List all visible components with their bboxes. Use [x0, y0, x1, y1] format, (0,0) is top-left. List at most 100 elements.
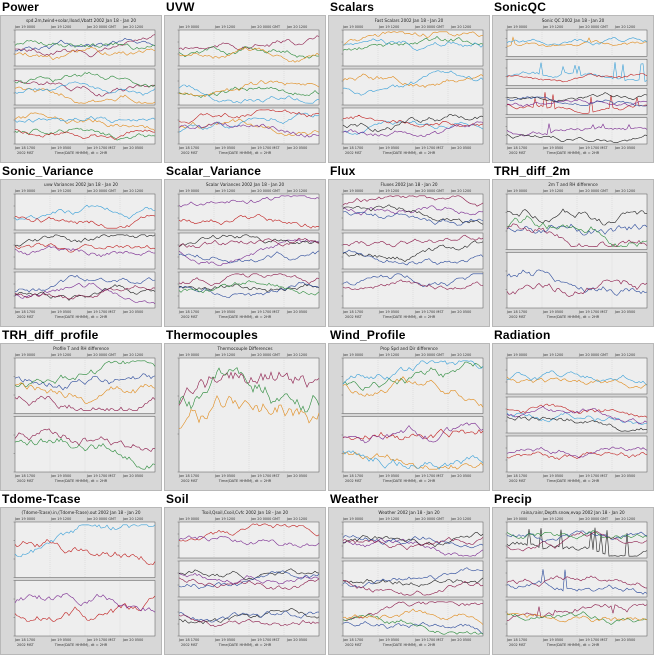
series-line	[342, 535, 484, 549]
series-line	[178, 610, 319, 623]
top-axis-tick-label: Jan 20 0000 GMT	[250, 517, 281, 521]
plot-title: Thermocouple Differences	[216, 346, 272, 351]
plot-title: Fluxes 2002 Jan 18 - Jan 20	[380, 182, 437, 187]
plot-thumbnail[interactable]: uvw Variances 2002 Jan 18 - Jan 20 Jan 19…	[0, 179, 162, 327]
series-line	[342, 204, 484, 225]
year-label: 2002 MST	[181, 315, 199, 319]
panel-title-link[interactable]: Weather	[330, 492, 379, 506]
series-line	[178, 273, 320, 287]
year-label: 2002 MST	[181, 151, 199, 155]
panel-title-link[interactable]: Radiation	[494, 328, 551, 342]
top-axis-tick-label: Jan 20 0000 GMT	[414, 25, 445, 29]
plot-thumbnail[interactable]: Thermocouple Differences Jan 19 0000 Jan 1…	[164, 343, 326, 491]
bottom-axis-tick-label: Jan 18 1700	[342, 146, 363, 150]
panel-title-link[interactable]: UVW	[166, 0, 195, 14]
plot-title: Scalar Variances 2002 Jan 18 - Jan 20	[206, 182, 285, 187]
plot-thumbnail[interactable]: raina,rainr,Depth.snow,evap 2002 Jan 18 …	[492, 507, 654, 655]
panel-thermocouples[interactable]: Thermocouples Thermocouple Differences Jan…	[164, 328, 326, 491]
panel-title-link[interactable]: TRH_diff_2m	[494, 164, 571, 178]
series-line	[506, 603, 648, 621]
top-axis-tick-label: Jan 19 0000	[342, 517, 363, 521]
series-line	[342, 428, 484, 441]
series-line	[342, 205, 483, 216]
plot-image: uvw Variances 2002 Jan 18 - Jan 20 Jan 19…	[13, 182, 156, 319]
series-line	[178, 523, 320, 542]
panel-title-link[interactable]: SonicQC	[494, 0, 547, 14]
series-line	[342, 121, 484, 137]
panel-scalar-variance[interactable]: Scalar_Variance Scalar Variances 2002 Jan…	[164, 164, 326, 327]
plot-thumbnail[interactable]: (Tdome-Tcase).in,(Tdome-Tcase).out 2002 …	[0, 507, 162, 655]
panel-title-link[interactable]: Wind_Profile	[330, 328, 406, 342]
plot-thumbnail[interactable]: Jan 19 0000 Jan 19 1200 Jan 20 0000 GMT Jan…	[164, 15, 326, 163]
year-label: 2002 MST	[17, 151, 35, 155]
top-axis-tick-label: Jan 19 0000	[342, 25, 363, 29]
panel-precip[interactable]: Precip raina,rainr,Depth.snow,evap 2002 J…	[492, 492, 654, 655]
panel-soil[interactable]: Soil Tsoil,Qsoil,Csoil,Cvfc 2002 Jan 18 -…	[164, 492, 326, 655]
x-axis-label: Time(DATE HHMM), dt = 2HR	[546, 315, 600, 319]
panel-title-link[interactable]: Precip	[494, 492, 532, 506]
plot-thumbnail[interactable]: Weather 2002 Jan 18 - Jan 20 Jan 19 0000 J…	[328, 507, 490, 655]
series-line	[342, 451, 484, 470]
plot-thumbnail[interactable]: spd.2m,twind+solar,Iload,Vbatt 2002 Jan …	[0, 15, 162, 163]
panel-trh-diff-profile[interactable]: TRH_diff_profile Profile T and RH differe…	[0, 328, 162, 491]
year-label: 2002 MST	[345, 151, 363, 155]
panel-title-link[interactable]: Soil	[166, 492, 189, 506]
panel-wind-profile[interactable]: Wind_Profile Prop Spd and Dir difference J…	[328, 328, 490, 491]
panel-trh-diff-2m[interactable]: TRH_diff_2m 2m T and RH difference Jan 19 …	[492, 164, 654, 327]
year-label: 2002 MST	[345, 643, 363, 647]
panel-flux[interactable]: Flux Fluxes 2002 Jan 18 - Jan 20 Jan 19 00…	[328, 164, 490, 327]
x-axis-label: Time(DATE HHMM), dt = 2HR	[546, 479, 600, 483]
panel-scalars[interactable]: Scalars Fast Scalars 2002 Jan 18 - Jan 20…	[328, 0, 490, 163]
series-line	[342, 31, 483, 46]
top-axis-tick-label: Jan 20 0000 GMT	[250, 353, 281, 357]
panel-title-link[interactable]: Scalars	[330, 0, 375, 14]
panel-title-link[interactable]: Sonic_Variance	[2, 164, 94, 178]
series-line	[506, 451, 648, 461]
top-axis-tick-label: Jan 19 1200	[378, 25, 399, 29]
year-label: 2002 MST	[17, 479, 35, 483]
panel-title-link[interactable]: Thermocouples	[166, 328, 258, 342]
plot-title: Weather 2002 Jan 18 - Jan 20	[378, 510, 440, 515]
year-label: 2002 MST	[17, 643, 35, 647]
bottom-axis-tick-label: Jan 18 1700	[14, 638, 35, 642]
bottom-axis-tick-label: Jan 20 0500	[450, 474, 471, 478]
plot-thumbnail[interactable]: Tsoil,Qsoil,Csoil,Cvfc 2002 Jan 18 - Jan…	[164, 507, 326, 655]
bottom-axis-tick-label: Jan 19 1700 MST	[86, 474, 116, 478]
bottom-axis-tick-label: Jan 20 0500	[286, 638, 307, 642]
panel-title-link[interactable]: Tdome-Tcase	[2, 492, 81, 506]
plot-thumbnail[interactable]: 2m T and RH difference Jan 19 0000 Jan 19 …	[492, 179, 654, 327]
top-axis-tick-label: Jan 20 1200	[614, 189, 635, 193]
plot-thumbnail[interactable]: Sonic QC 2002 Jan 18 - Jan 20 Jan 19 0000…	[492, 15, 654, 163]
panel-sonicqc[interactable]: SonicQC Sonic QC 2002 Jan 18 - Jan 20 Jan …	[492, 0, 654, 163]
panel-tdome-tcase[interactable]: Tdome-Tcase (Tdome-Tcase).in,(Tdome-Tcase…	[0, 492, 162, 655]
panel-uvw[interactable]: UVW Jan 19 0000 Jan 19 1200 Jan 20 0000 GMT…	[164, 0, 326, 163]
series-line	[14, 538, 156, 565]
x-axis-label: Time(DATE HHMM), dt = 2HR	[382, 315, 436, 319]
panel-title-link[interactable]: Power	[2, 0, 40, 14]
plot-thumbnail[interactable]: Fluxes 2002 Jan 18 - Jan 20 Jan 19 0000 Ja…	[328, 179, 490, 327]
series-line	[14, 282, 156, 305]
panel-power[interactable]: Power spd.2m,twind+solar,Iload,Vbatt 2002…	[0, 0, 162, 163]
panel-weather[interactable]: Weather Weather 2002 Jan 18 - Jan 20 Jan 1…	[328, 492, 490, 655]
plot-thumbnail[interactable]: Fast Scalars 2002 Jan 18 - Jan 20 Jan 19 …	[328, 15, 490, 163]
series-line	[342, 35, 484, 51]
plot-image: (Tdome-Tcase).in,(Tdome-Tcase).out 2002 …	[13, 510, 156, 647]
plot-image: Weather 2002 Jan 18 - Jan 20 Jan 19 0000 J…	[341, 510, 484, 647]
plot-thumbnail[interactable]: Scalar Variances 2002 Jan 18 - Jan 20 Jan…	[164, 179, 326, 327]
plot-thumbnail[interactable]: Prop Spd and Dir difference Jan 19 0000 Ja…	[328, 343, 490, 491]
year-label: 2002 MST	[509, 643, 527, 647]
panel-radiation[interactable]: Radiation Jan 19 0000 Jan 19 1200 Jan 20 00…	[492, 328, 654, 491]
top-axis-tick-label: Jan 19 0000	[14, 25, 35, 29]
series-line	[506, 92, 648, 114]
panel-title-link[interactable]: Scalar_Variance	[166, 164, 262, 178]
series-line	[342, 114, 484, 128]
x-axis-label: Time(DATE HHMM), dt = 2HR	[546, 643, 600, 647]
plot-title: Fast Scalars 2002 Jan 18 - Jan 20	[375, 18, 444, 23]
panel-title-link[interactable]: Flux	[330, 164, 356, 178]
plot-thumbnail[interactable]: Jan 19 0000 Jan 19 1200 Jan 20 0000 GMT Jan…	[492, 343, 654, 491]
panel-title-link[interactable]: TRH_diff_profile	[2, 328, 99, 342]
plot-thumbnail[interactable]: Profile T and RH difference Jan 19 0000 Ja…	[0, 343, 162, 491]
bottom-axis-tick-label: Jan 19 0500	[214, 310, 235, 314]
series-line	[14, 242, 156, 253]
